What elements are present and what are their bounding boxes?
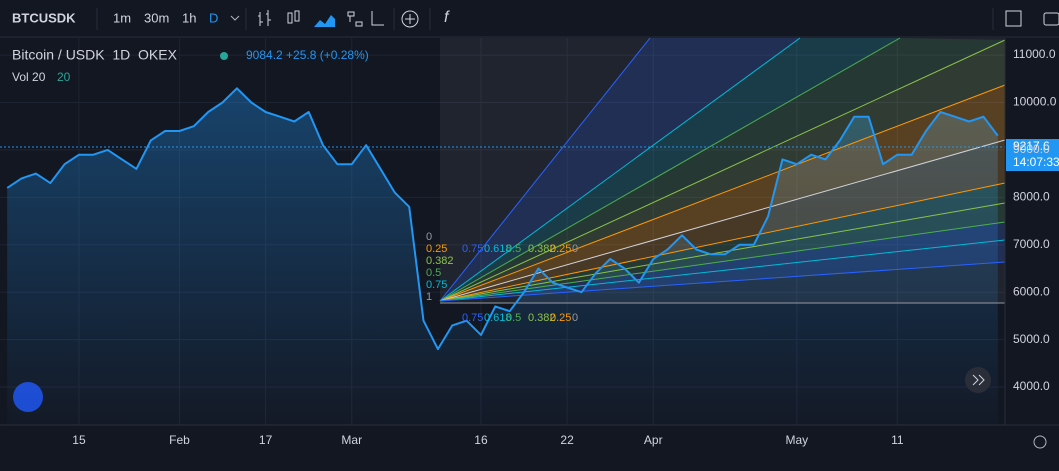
y-tick-label: 9000.0 [1013,142,1050,156]
vol-value: 20 [57,70,71,84]
compare-icon[interactable] [371,11,384,26]
fan-line [439,221,1006,302]
fan-line [439,37,651,302]
fan-side-label: 0 [426,231,432,243]
fullscreen-icon[interactable] [1005,10,1022,27]
legend-title: Bitcoin / USDK 1D OKEX [12,47,178,63]
countdown-badge [1006,155,1059,171]
fan-side-label: 0.382 [426,255,454,267]
add-icon[interactable] [401,10,419,28]
interval[interactable]: 1m [113,10,131,25]
fan-line [439,84,1006,302]
status-dot [220,52,228,60]
candles-icon[interactable] [294,10,300,22]
gann-fan [439,37,1006,304]
scroll-icon[interactable] [972,374,985,386]
fan-label: 0.382 [528,312,556,324]
x-tick-label: 17 [259,433,273,447]
x-tick-label: May [785,433,808,447]
camera-icon[interactable] [1043,12,1059,26]
y-tick-label: 5000.0 [1013,332,1050,346]
logo[interactable] [13,382,43,412]
x-tick-label: Mar [341,433,362,447]
interval[interactable]: 30m [144,10,169,25]
y-tick-label: 6000.0 [1013,284,1050,298]
x-tick-label: 16 [474,433,488,447]
y-tick-label: 8000.0 [1013,190,1050,204]
fan-line [439,37,901,302]
x-tick-label: 22 [560,433,574,447]
fan-line [439,39,1006,302]
toolbar: BTCUSDK 1m 30m 1h D f [0,0,1059,38]
y-tick-label: 4000.0 [1013,379,1050,393]
fan-side-label: 1 [426,291,432,303]
fan-label: 0.75 [462,312,483,324]
candles-icon[interactable] [287,12,293,24]
indicator-icon[interactable] [347,11,363,27]
fan-label: 0.618 [484,243,512,255]
price-line [6,87,999,351]
dropdown-icon[interactable] [230,15,240,21]
fan-label: 0.5 [506,243,521,255]
fan-side-label: 0.75 [426,279,447,291]
symbol[interactable]: BTCUSDK [12,10,76,25]
fan-label: 0.618 [484,312,512,324]
x-tick-label: Apr [644,433,663,447]
fan-label: 0.382 [528,243,556,255]
fan-label: 0.25 [550,312,571,324]
fan-label: 0.75 [462,243,483,255]
legend: Bitcoin / USDK 1D OKEX 9084.2 +25.8 (+0.… [12,47,369,84]
countdown: 14:07:33 [1013,155,1059,169]
fan-label: 0 [572,312,578,324]
price-axis [1005,38,1059,425]
last-price-label: 9217.6 [1013,139,1050,153]
fan-line [439,239,1006,302]
toolbar-bg [0,0,1059,37]
fx-icon[interactable]: f [444,9,450,26]
x-tick-label: Feb [169,433,190,447]
fan-line [439,37,801,302]
interval[interactable]: D [209,10,218,25]
vol-label: Vol 20 [12,70,46,84]
fan-line [439,202,1006,302]
fan-line [439,261,1006,302]
fan-side-label: 0.5 [426,267,441,279]
add-icon[interactable] [405,14,415,24]
y-tick-label: 10000.0 [1013,95,1057,109]
fan-lines [439,37,1006,304]
fan-label: 0.5 [506,312,521,324]
area-icon[interactable] [314,15,335,27]
fan-label: 0 [572,243,578,255]
interval[interactable]: 1h [182,10,196,25]
y-tick-label: 7000.0 [1013,237,1050,251]
x-tick-label: 11 [891,433,904,447]
legend-quote: 9084.2 +25.8 (+0.28%) [246,48,369,62]
price-area [7,88,998,426]
price-badge [1006,139,1059,155]
fan-label: 0.25 [550,243,571,255]
fan-line [439,182,1006,302]
fan-side-label: 0.25 [426,243,447,255]
x-tick-label: 15 [72,433,86,447]
y-tick-label: 11000.0 [1013,47,1056,61]
bars-icon[interactable] [258,10,271,26]
settings-icon[interactable] [1033,435,1047,449]
